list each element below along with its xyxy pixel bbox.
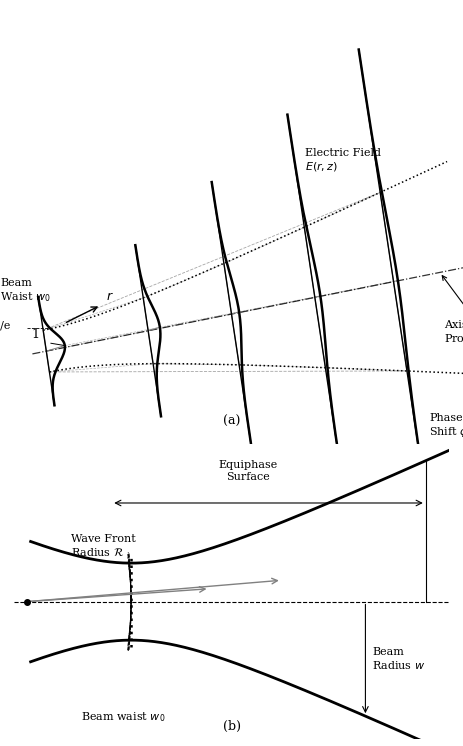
Text: Beam waist $w_0$: Beam waist $w_0$ [81,710,165,724]
Text: Beam
Radius $w$: Beam Radius $w$ [372,647,425,671]
Text: (a): (a) [223,416,240,428]
Text: Beam
Waist $w_0$: Beam Waist $w_0$ [0,278,51,304]
Text: Wave Front
Radius $\mathcal{R}$: Wave Front Radius $\mathcal{R}$ [71,534,136,558]
Text: (b): (b) [223,720,240,733]
Text: 1/e: 1/e [0,321,11,331]
Text: Electric Field
$E(r,z)$: Electric Field $E(r,z)$ [305,148,381,173]
Text: Equiphase
Surface: Equiphase Surface [219,460,278,482]
Text: $r$: $r$ [106,289,113,303]
Text: Phase
Shift $\phi_0$: Phase Shift $\phi_0$ [429,413,463,439]
Text: 1: 1 [31,328,39,341]
Text: Axis of
Propagation $z$: Axis of Propagation $z$ [442,275,463,346]
